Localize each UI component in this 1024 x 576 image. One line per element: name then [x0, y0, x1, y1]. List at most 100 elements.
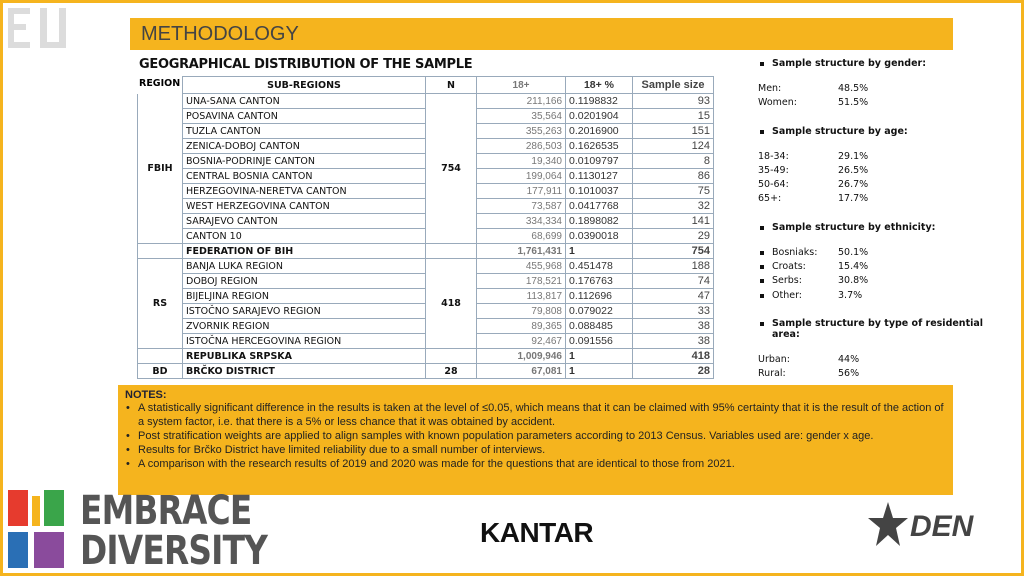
adult-cell: 73,587	[476, 198, 566, 214]
structure-item: Women: 51.5%	[758, 97, 1008, 111]
subregion-cell: SARAJEVO CANTON	[182, 213, 426, 229]
table-row: CANTON 10 68,699 0.0390018 29	[138, 228, 714, 244]
adult-cell: 286,503	[476, 138, 566, 154]
table-row: ISTOČNA HERCEGOVINA REGION 92,467 0.091556…	[138, 333, 714, 349]
sample-cell: 32	[632, 198, 714, 214]
column-header: Sample size	[632, 76, 714, 94]
structure-item: Serbs: 30.8%	[758, 275, 1008, 289]
pct-cell: 0.2016900	[565, 123, 633, 139]
table-row: RS BANJA LUKA REGION 418 455,968 0.451478 188	[137, 258, 714, 349]
sample-cell: 124	[632, 138, 714, 154]
structure-item: Other: 3.7%	[758, 290, 1008, 304]
sample-cell: 29	[632, 228, 714, 244]
logo-diversity: DIVERSITY	[80, 528, 268, 574]
pct-cell: 0.451478	[565, 258, 633, 274]
item-label: Serbs:	[772, 275, 802, 287]
pct-cell: 0.0390018	[565, 228, 633, 244]
notes-title: NOTES:	[125, 389, 167, 401]
den-star	[868, 502, 908, 546]
n-cell: 28	[425, 363, 477, 379]
pct-cell: 0.0109797	[565, 153, 633, 169]
subregion-cell: WEST HERZEGOVINA CANTON	[182, 198, 426, 214]
table-row: DOBOJ REGION 178,521 0.176763 74	[138, 273, 714, 289]
pct-cell: 0.1130127	[565, 168, 633, 184]
subregion-cell: CANTON 10	[182, 228, 426, 244]
column-header	[138, 77, 183, 94]
item-label: 35-49:	[758, 164, 789, 176]
structure-panel: Sample structure by gender: Men: 48.5% Wome…	[758, 58, 1008, 397]
table-row: WEST HERZEGOVINA CANTON 73,587 0.0417768 32	[138, 198, 714, 214]
sample-cell: 188	[632, 258, 714, 274]
item-value: 3.7%	[838, 289, 863, 301]
adult-cell: 178,521	[476, 273, 566, 289]
item-value: 48.5%	[838, 83, 869, 94]
subregion-cell: BOSNIA-PODRINJE CANTON	[182, 153, 426, 169]
n-cell: 754	[425, 93, 477, 244]
structure-item: 50-64: 26.7%	[758, 179, 1008, 193]
sample-cell: 86	[632, 168, 714, 184]
pct-cell: 0.0417768	[565, 198, 633, 214]
subregion-cell: FEDERATION OF BIH	[182, 243, 426, 259]
adult-cell: 355,263	[476, 123, 566, 139]
item-value: 26.5%	[838, 164, 869, 176]
item-label: Rural:	[758, 368, 786, 380]
table-title: GEOGRAPHICAL DISTRIBUTION OF THE SAMPLE	[139, 57, 473, 72]
total-row: BD BRČKO DISTRICT 28 67,081 1 28	[137, 363, 714, 379]
sample-table: SUB-REGIONS N 18+ 18+ % Sample size FBIH UNA-S…	[137, 76, 714, 379]
pct-cell: 0.079022	[565, 303, 633, 319]
column-header: SUB-REGIONS	[182, 76, 426, 94]
adult-cell: 455,968	[476, 258, 566, 274]
sample-cell: 28	[632, 363, 714, 379]
region-cell	[137, 243, 183, 259]
sample-cell: 8	[632, 153, 714, 169]
item-value: 15.4%	[838, 261, 869, 273]
adult-cell: 334,334	[476, 213, 566, 229]
adult-cell: 67,081	[476, 363, 566, 379]
column-header: N	[425, 76, 477, 94]
item-label: Bosniaks:	[772, 246, 818, 258]
adult-cell: 1,009,946	[476, 348, 566, 364]
sample-cell: 75	[632, 183, 714, 199]
sample-cell: 141	[632, 213, 714, 229]
table-row: FBIH UNA-SANA CANTON 754 211,166 0.1198832 93	[137, 93, 714, 244]
section-heading: Sample structure by gender:	[758, 58, 1008, 69]
item-value: 51.5%	[838, 97, 869, 109]
subregion-cell: HERZEGOVINA-NERETVA CANTON	[182, 183, 426, 199]
structure-item: 18-34: 29.1%	[758, 151, 1008, 165]
adult-cell: 19,340	[476, 153, 566, 169]
item-value: 30.8%	[838, 275, 869, 287]
logo-embrace: EMBRACE	[80, 488, 252, 534]
region-cell: BD	[137, 363, 183, 379]
subregion-cell: BIJELJINA REGION	[182, 288, 426, 304]
table-row: CENTRAL BOSNIA CANTON 199,064 0.1130127 86	[138, 168, 714, 184]
subregion-cell: TUZLA CANTON	[182, 123, 426, 139]
header-bar: METHODOLOGY	[130, 18, 953, 50]
section-heading: Sample structure by type of residential …	[758, 318, 1008, 340]
adult-cell: 79,808	[476, 303, 566, 319]
sample-cell: 47	[632, 288, 714, 304]
total-row: FEDERATION OF BIH 1,761,431 1 754	[137, 243, 714, 259]
sample-cell: 38	[632, 333, 714, 349]
item-label: 65+:	[758, 193, 782, 205]
subregion-cell: REPUBLIKA SRPSKA	[182, 348, 426, 364]
item-label: Men:	[758, 83, 782, 94]
adult-cell: 177,911	[476, 183, 566, 199]
subregion-cell: CENTRAL BOSNIA CANTON	[182, 168, 426, 184]
table-row: ISTOČNO SARAJEVO REGION 79,808 0.079022 33	[138, 303, 714, 319]
subregion-cell: BANJA LUKA REGION	[182, 258, 426, 274]
sample-cell: 151	[632, 123, 714, 139]
structure-item: Rural: 56%	[758, 368, 1008, 382]
total-row: REPUBLIKA SRPSKA 1,009,946 1 418	[137, 348, 714, 364]
n-cell	[425, 243, 477, 259]
item-label: 50-64:	[758, 179, 789, 191]
table-row: POSAVINA CANTON 35,564 0.0201904 15	[138, 108, 714, 124]
subregion-cell: ZVORNIK REGION	[182, 318, 426, 334]
item-label: Other:	[772, 289, 803, 301]
pct-cell: 0.1626535	[565, 138, 633, 154]
notes-box: NOTES: A statistically significant diffe…	[118, 385, 953, 495]
sample-cell: 754	[632, 243, 714, 259]
pct-cell: 0.091556	[565, 333, 633, 349]
sample-cell: 38	[632, 318, 714, 334]
pct-cell: 0.1198832	[565, 93, 633, 109]
